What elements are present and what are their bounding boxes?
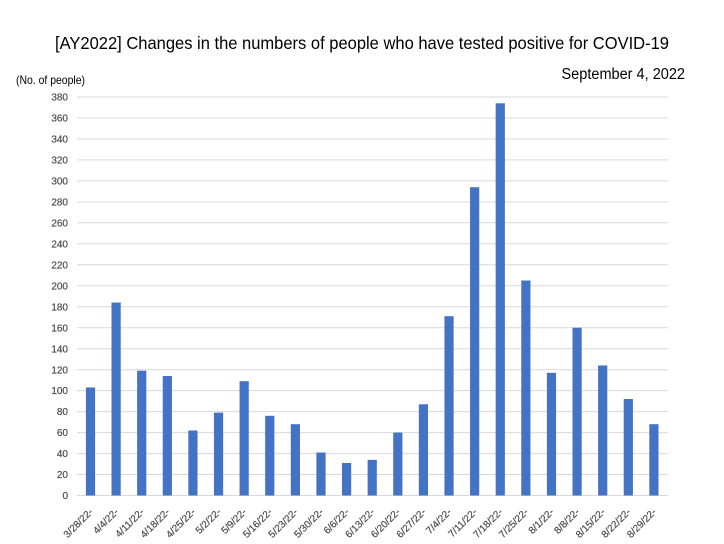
svg-text:220: 220 — [51, 260, 68, 271]
svg-text:180: 180 — [51, 302, 68, 313]
svg-text:80: 80 — [57, 407, 69, 418]
svg-text:September 4, 2022: September 4, 2022 — [562, 66, 686, 83]
svg-text:60: 60 — [57, 428, 69, 439]
svg-text:360: 360 — [51, 114, 68, 125]
svg-text:320: 320 — [51, 156, 68, 167]
svg-text:[AY2022] Changes in the number: [AY2022] Changes in the numbers of peopl… — [55, 33, 669, 53]
svg-text:120: 120 — [51, 365, 68, 376]
svg-text:240: 240 — [51, 239, 68, 250]
svg-text:380: 380 — [51, 93, 68, 104]
svg-text:340: 340 — [51, 135, 68, 146]
svg-text:100: 100 — [51, 386, 68, 397]
svg-text:260: 260 — [51, 218, 68, 229]
svg-text:200: 200 — [51, 281, 68, 292]
svg-text:20: 20 — [57, 470, 69, 481]
svg-text:300: 300 — [51, 177, 68, 188]
svg-text:160: 160 — [51, 323, 68, 334]
svg-text:0: 0 — [62, 491, 68, 502]
svg-text:(No. of people): (No. of people) — [16, 73, 85, 87]
svg-text:280: 280 — [51, 198, 68, 209]
svg-text:140: 140 — [51, 344, 68, 355]
svg-text:40: 40 — [57, 449, 69, 460]
